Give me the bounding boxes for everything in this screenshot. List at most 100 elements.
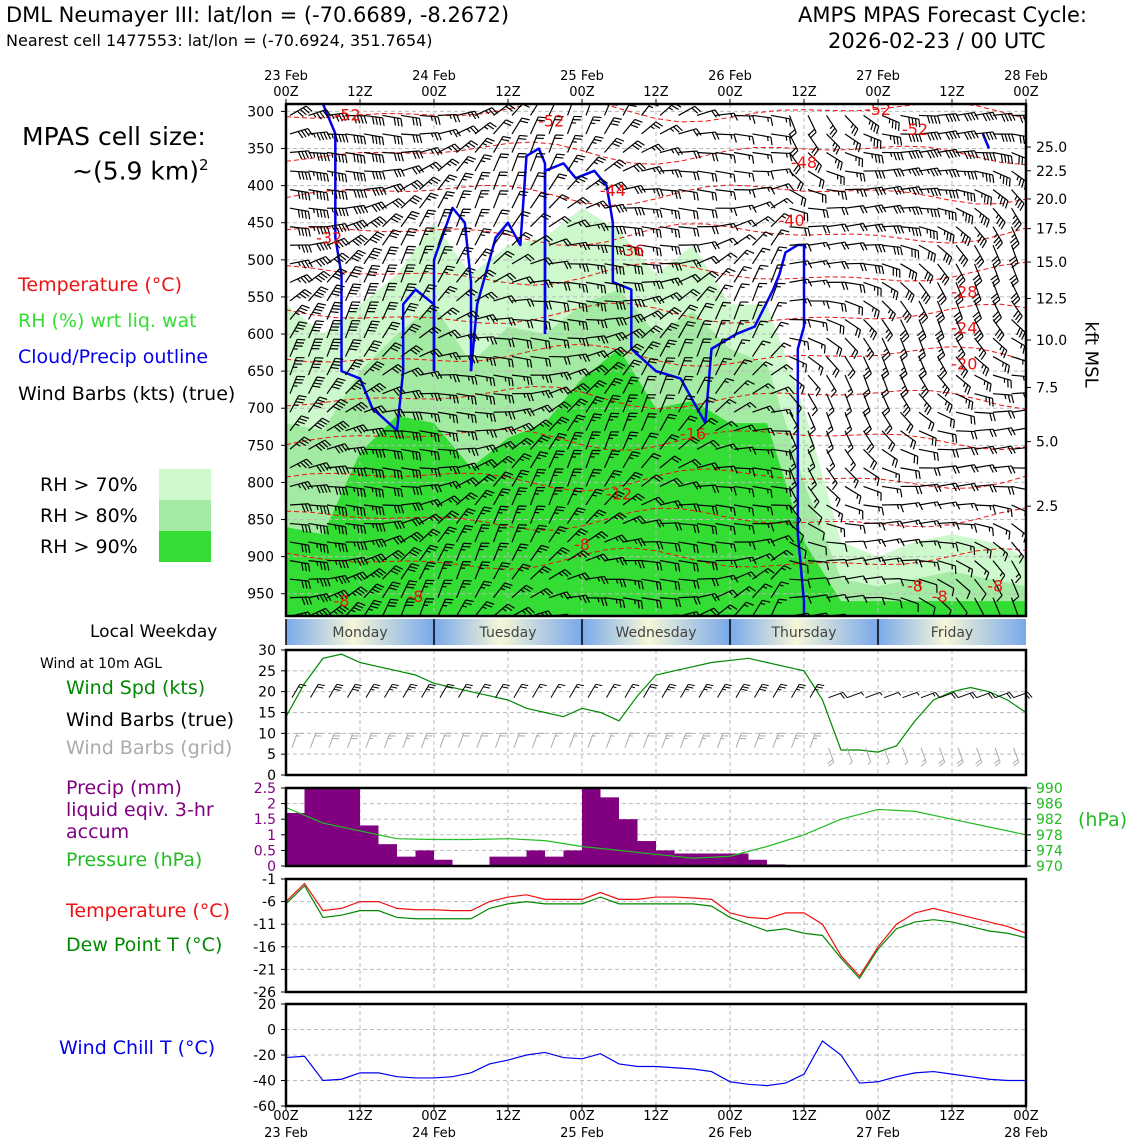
wind-barb [604,137,625,153]
barb-full [376,570,384,576]
barb-full [929,229,932,239]
barb-full [452,307,460,313]
barb-full [970,131,976,139]
barb-full [371,188,377,197]
barb-full [970,447,976,456]
barb-full [500,505,509,508]
barb-full [807,319,812,328]
wind-barb [363,361,385,376]
barb-full [351,342,361,345]
barb-full [659,209,663,218]
barb-full [896,205,902,214]
barb-full [363,541,368,551]
barb-full [363,155,366,164]
barb-half [463,272,469,276]
barb-half [764,217,770,222]
wind-barb [585,116,602,135]
barb-full [897,122,900,131]
barb-half [479,567,484,570]
barb-half [351,387,356,391]
barb-full [693,171,697,181]
barb-full [446,529,455,533]
barb-full [296,420,305,425]
barb-full [304,260,310,268]
barb-full [862,205,868,214]
barb-full [360,468,364,477]
wind-barb [437,158,460,172]
barb-full [388,601,398,604]
barb-full [319,226,324,235]
wind-barb [511,210,531,228]
barb-half [465,496,470,501]
barb-full [409,551,417,557]
barb-full [300,130,307,138]
barb-half [295,312,300,316]
barb-full [360,173,363,182]
wind-barb [455,227,472,246]
barb-half [576,200,582,205]
barb-full [381,155,385,164]
wind-barb [419,528,441,543]
barb-full [338,134,342,143]
barb-full [451,510,460,516]
wind-barb [899,393,911,417]
wind-barb [363,568,387,580]
barb-full [900,247,903,256]
barb-full [915,206,920,215]
wind-barb [863,485,882,501]
barb-full [452,433,456,442]
barb-full [301,227,305,237]
wind-barb [566,115,583,135]
wind-barb [493,355,514,368]
barb-full [504,252,513,258]
barb-full [518,152,527,155]
barb-full [415,345,424,351]
barb-full [693,191,696,201]
barb-full [825,242,831,250]
wind-barb [770,282,786,302]
barb-full [390,232,400,236]
barb-full [341,575,347,584]
barb-full [325,462,332,470]
barb-full [300,277,307,284]
barb-full [446,543,455,546]
barb-full [481,190,490,192]
wind-barb [308,522,329,535]
barb-full [462,561,471,563]
barb-half [371,468,374,474]
barb-half [596,203,601,208]
barb-full [338,506,341,515]
barb-full [511,395,515,404]
wind-barb [400,563,420,580]
barb-full [334,486,339,495]
barb-full [397,136,400,145]
barb-full [453,495,461,502]
barb-full [933,132,939,141]
barb-full [333,304,342,307]
barb-full [443,211,452,214]
barb-full [394,365,402,372]
barb-full [449,512,457,518]
barb-full [304,171,308,180]
barb-full [461,564,470,566]
wind-barb [326,559,349,569]
barb-full [363,173,367,182]
wind-barb [770,301,787,320]
barb-full [449,174,458,179]
wind-barb [900,167,924,177]
barb-full [375,428,380,437]
wind-barb [382,364,405,376]
wind-barb [493,603,515,616]
barb-full [393,521,399,530]
barb-full [406,267,415,269]
wind-barb [936,356,948,380]
barb-full [449,309,458,315]
barb-full [504,582,513,587]
barb-half [942,383,946,389]
wind-barb [936,282,947,306]
barb-full [412,412,417,421]
barb-full [326,153,330,162]
barb-staff [511,104,526,116]
wind-barb [418,598,435,616]
barb-full [508,395,512,404]
